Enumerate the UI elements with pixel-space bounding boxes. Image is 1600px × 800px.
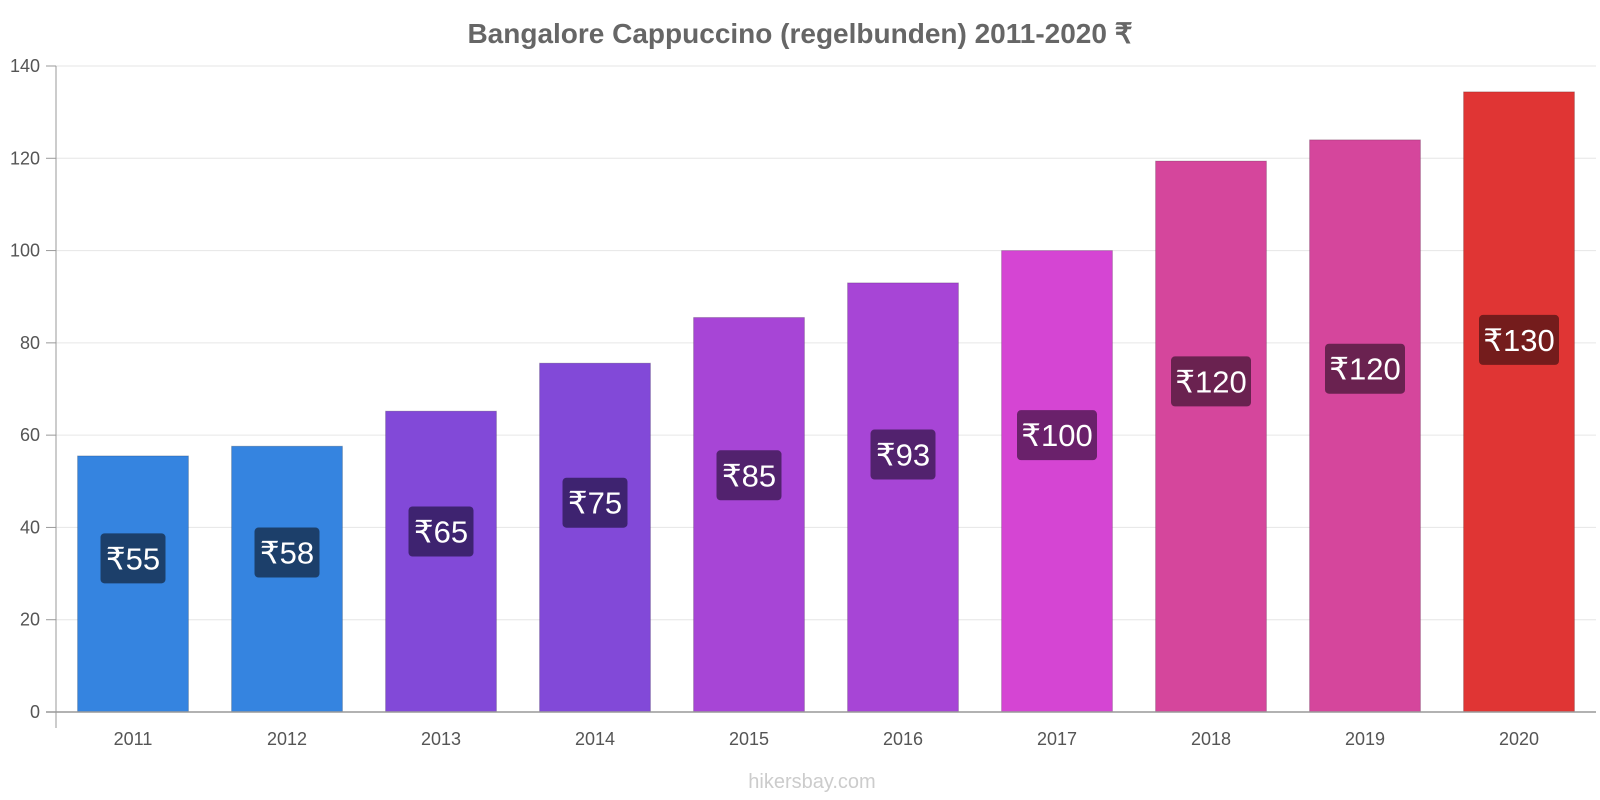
y-tick-label: 100 (10, 241, 40, 261)
y-tick-label: 0 (30, 702, 40, 722)
value-label: ₹75 (568, 486, 622, 521)
value-label: ₹130 (1483, 323, 1554, 358)
value-label: ₹85 (722, 458, 776, 493)
bar-2012 (231, 445, 343, 713)
y-tick-label: 140 (10, 56, 40, 76)
y-tick-label: 20 (20, 610, 40, 630)
value-label: ₹120 (1329, 352, 1400, 387)
bar-2020 (1463, 91, 1575, 713)
x-tick-label: 2013 (421, 729, 461, 749)
chart-title: Bangalore Cappuccino (regelbunden) 2011-… (467, 18, 1132, 49)
y-tick-label: 60 (20, 425, 40, 445)
bars (77, 91, 1575, 713)
bar-2015 (693, 316, 805, 713)
x-tick-label: 2011 (114, 729, 153, 749)
value-label-box-2015 (716, 450, 782, 501)
value-labels: ₹55 ₹58 ₹65 ₹75 ₹85 ₹93 ₹100 ₹120 ₹120 ₹130 (100, 314, 1559, 584)
bar-2014 (539, 362, 651, 713)
y-tick-label: 120 (10, 148, 40, 168)
value-label-box-2018 (1171, 356, 1251, 407)
bar-2019 (1309, 139, 1421, 713)
value-label-box-2012 (254, 527, 320, 578)
y-axis-ticks: 0 20 40 60 80 100 120 140 (10, 56, 56, 722)
value-label: ₹55 (106, 541, 160, 576)
x-tick-label: 2012 (267, 729, 307, 749)
x-axis-ticks: 2011 2012 2013 2014 2015 2016 2017 2018 2019 2020 (114, 729, 1539, 749)
bar-2018 (1155, 160, 1267, 713)
x-tick-label: 2016 (883, 729, 923, 749)
value-label: ₹100 (1021, 418, 1092, 453)
value-label-box-2013 (408, 506, 474, 557)
x-tick-label: 2017 (1037, 729, 1077, 749)
y-tick-label: 40 (20, 517, 40, 537)
bar-2013 (385, 410, 497, 713)
value-label: ₹93 (876, 438, 930, 473)
value-label-box-2014 (562, 477, 628, 528)
value-label: ₹65 (414, 514, 468, 549)
x-tick-label: 2014 (575, 729, 615, 749)
watermark: hikersbay.com (748, 771, 875, 793)
axes (46, 66, 1596, 728)
bar-2011 (77, 455, 189, 713)
value-label-box-2019 (1325, 343, 1405, 394)
x-tick-label: 2020 (1499, 729, 1539, 749)
value-label: ₹120 (1175, 364, 1246, 399)
x-tick-label: 2018 (1191, 729, 1231, 749)
value-label-box-2017 (1017, 410, 1097, 461)
bar-2016 (847, 282, 959, 713)
x-tick-label: 2019 (1345, 729, 1385, 749)
bar-2017 (1001, 250, 1113, 713)
value-label-box-2020 (1479, 314, 1559, 365)
value-label: ₹58 (260, 536, 314, 571)
y-tick-label: 80 (20, 333, 40, 353)
value-label-box-2016 (870, 429, 936, 480)
x-tick-label: 2015 (729, 729, 769, 749)
value-label-box-2011 (100, 533, 166, 584)
